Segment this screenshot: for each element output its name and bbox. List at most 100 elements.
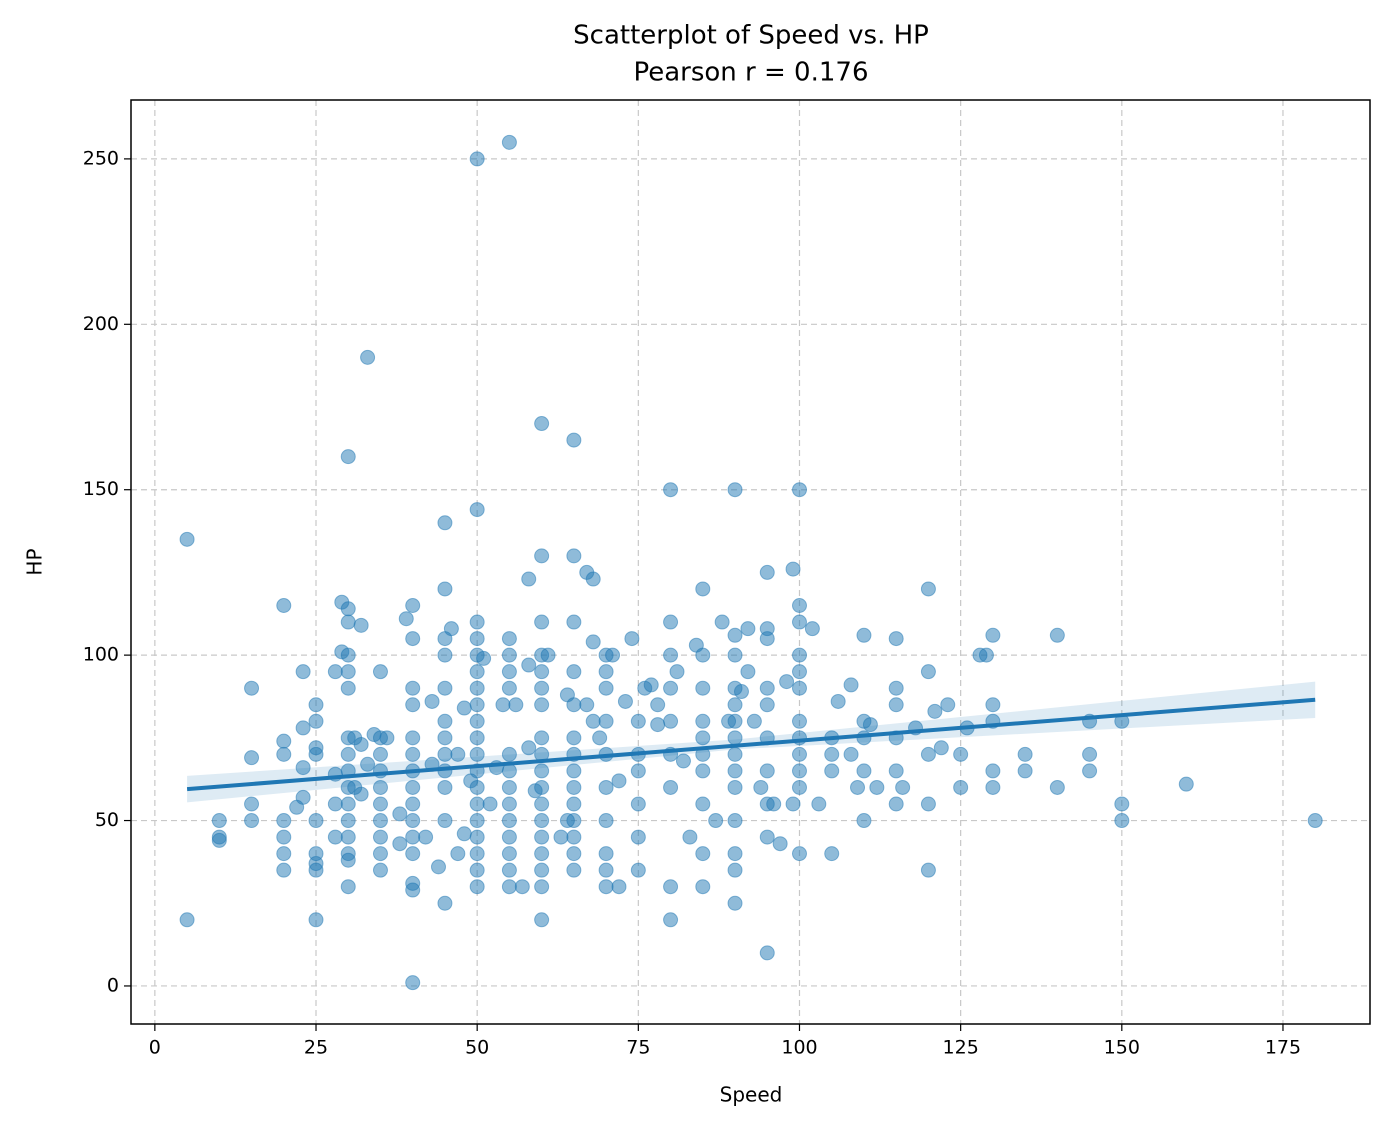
- point: [534, 730, 550, 746]
- x-tick-label: 50: [465, 1037, 489, 1059]
- point: [772, 836, 788, 852]
- point: [663, 912, 679, 928]
- point: [598, 680, 614, 696]
- point: [469, 846, 485, 862]
- point: [856, 813, 872, 829]
- y-tick-label: 200: [83, 313, 119, 335]
- point: [727, 482, 743, 498]
- point: [585, 571, 601, 587]
- point: [430, 859, 446, 875]
- point: [598, 862, 614, 878]
- point: [469, 697, 485, 713]
- point: [985, 779, 1001, 795]
- point: [372, 846, 388, 862]
- point: [392, 836, 408, 852]
- point: [469, 813, 485, 829]
- point: [340, 829, 356, 845]
- point: [824, 746, 840, 762]
- point: [534, 548, 550, 564]
- point: [617, 693, 633, 709]
- chart-subtitle: Pearson r = 0.176: [633, 58, 868, 88]
- grid: [131, 100, 1370, 1024]
- point: [501, 680, 517, 696]
- point: [340, 614, 356, 630]
- point: [534, 912, 550, 928]
- point: [469, 631, 485, 647]
- point: [727, 779, 743, 795]
- point: [360, 349, 376, 365]
- y-tick-label: 250: [83, 147, 119, 169]
- point: [791, 680, 807, 696]
- point: [501, 879, 517, 895]
- point: [437, 647, 453, 663]
- point: [405, 846, 421, 862]
- point: [295, 664, 311, 680]
- point: [695, 730, 711, 746]
- point: [953, 779, 969, 795]
- point: [824, 763, 840, 779]
- point: [920, 862, 936, 878]
- point: [340, 680, 356, 696]
- point: [340, 852, 356, 868]
- point: [211, 813, 227, 829]
- point: [650, 697, 666, 713]
- point: [920, 581, 936, 597]
- point: [927, 703, 943, 719]
- point: [469, 779, 485, 795]
- point: [534, 664, 550, 680]
- x-tick-label: 75: [626, 1037, 650, 1059]
- point: [888, 796, 904, 812]
- point: [791, 779, 807, 795]
- point: [791, 713, 807, 729]
- point: [850, 779, 866, 795]
- point: [327, 796, 343, 812]
- point: [534, 779, 550, 795]
- point: [308, 912, 324, 928]
- point: [791, 482, 807, 498]
- point: [920, 796, 936, 812]
- point: [276, 746, 292, 762]
- point: [405, 746, 421, 762]
- point: [566, 796, 582, 812]
- x-tick-label: 125: [943, 1037, 979, 1059]
- point: [811, 796, 827, 812]
- point: [327, 664, 343, 680]
- point: [791, 846, 807, 862]
- point: [888, 697, 904, 713]
- point: [534, 813, 550, 829]
- point: [372, 779, 388, 795]
- point: [598, 879, 614, 895]
- point: [682, 829, 698, 845]
- point: [611, 773, 627, 789]
- point: [843, 746, 859, 762]
- point: [733, 684, 749, 700]
- point: [566, 862, 582, 878]
- point: [869, 779, 885, 795]
- point: [630, 713, 646, 729]
- point: [308, 813, 324, 829]
- point: [1049, 627, 1065, 643]
- point: [920, 746, 936, 762]
- point: [592, 730, 608, 746]
- point: [888, 763, 904, 779]
- point: [1049, 779, 1065, 795]
- point: [663, 713, 679, 729]
- point: [469, 746, 485, 762]
- point: [824, 846, 840, 862]
- point: [695, 647, 711, 663]
- point: [534, 763, 550, 779]
- point: [534, 829, 550, 845]
- point: [759, 945, 775, 961]
- point: [895, 779, 911, 795]
- point: [372, 746, 388, 762]
- point: [566, 779, 582, 795]
- point: [437, 581, 453, 597]
- point: [598, 664, 614, 680]
- point: [630, 862, 646, 878]
- point: [308, 746, 324, 762]
- point: [695, 763, 711, 779]
- point: [295, 789, 311, 805]
- x-tick-label: 175: [1265, 1037, 1301, 1059]
- point: [534, 846, 550, 862]
- point: [418, 829, 434, 845]
